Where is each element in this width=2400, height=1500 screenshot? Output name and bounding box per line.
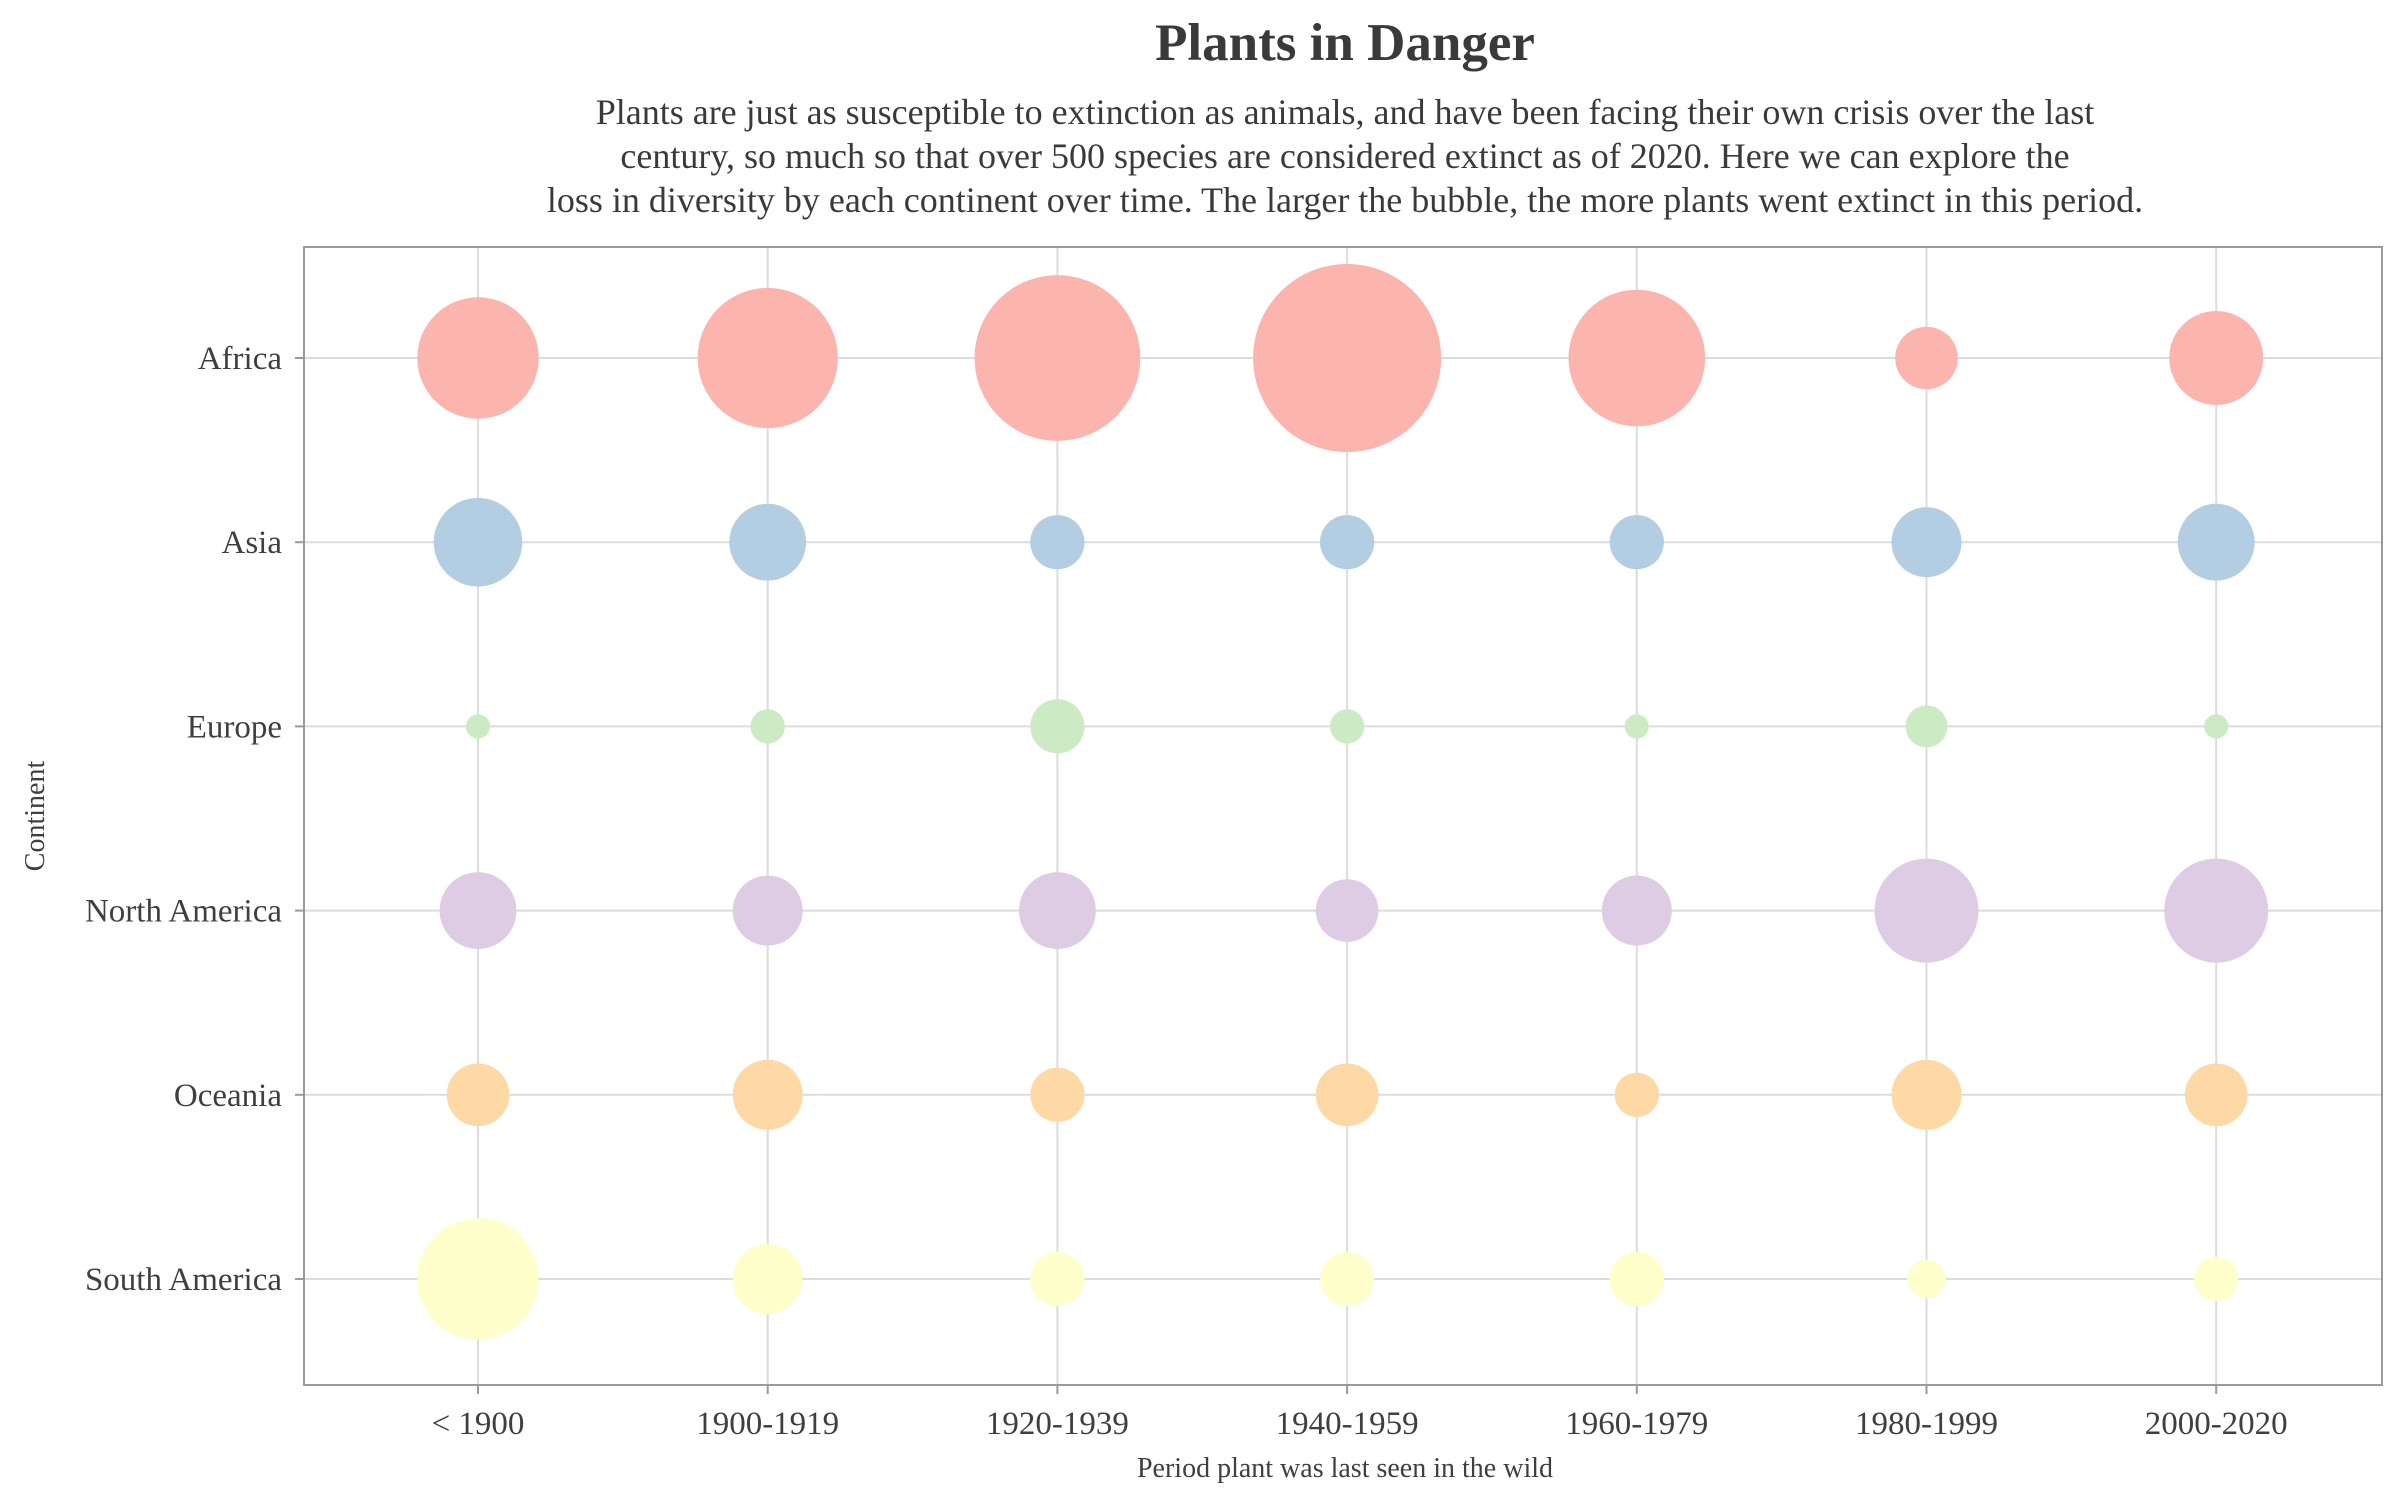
y-tick-label-south-america: South America (85, 1262, 282, 1298)
bubble-oceania-1980-1999 (1891, 1059, 1962, 1130)
bubble-africa-lt-1900 (417, 297, 539, 419)
bubble-south-america-1960-1979 (1609, 1251, 1664, 1307)
bubble-africa-1980-1999 (1895, 326, 1958, 390)
bubble-oceania-1940-1959 (1315, 1063, 1379, 1127)
bubble-asia-1920-1939 (1030, 515, 1085, 570)
bubbles (417, 264, 2269, 1340)
bubble-africa-1920-1939 (974, 275, 1141, 441)
bubble-europe-1920-1939 (1030, 699, 1085, 754)
bubble-south-america-1900-1919 (732, 1244, 803, 1314)
bubble-oceania-1900-1919 (732, 1059, 803, 1130)
bubble-south-america-2000-2020 (2194, 1256, 2239, 1302)
bubble-north-america-lt-1900 (439, 872, 517, 949)
bubble-north-america-2000-2020 (2164, 858, 2269, 963)
y-tick-label-europe: Europe (187, 709, 282, 745)
bubble-europe-1980-1999 (1905, 705, 1948, 748)
bubble-europe-1900-1919 (750, 709, 785, 744)
x-tick-label-1960-1979: 1960-1979 (1565, 1406, 1708, 1442)
bubble-south-america-1980-1999 (1907, 1259, 1946, 1299)
bubble-south-america-1940-1959 (1320, 1251, 1375, 1307)
y-tick-label-africa: Africa (198, 341, 283, 377)
bubble-south-america-1920-1939 (1030, 1251, 1085, 1307)
x-tick-label-1980-1999: 1980-1999 (1855, 1406, 1998, 1442)
bubble-oceania-2000-2020 (2184, 1063, 2248, 1127)
bubble-north-america-1900-1919 (732, 875, 803, 946)
plot-panel-border (303, 246, 2383, 1386)
bubble-europe-1960-1979 (1624, 714, 1649, 739)
bubble-asia-1960-1979 (1609, 515, 1664, 570)
bubble-africa-1940-1959 (1253, 264, 1442, 452)
bubble-oceania-1960-1979 (1614, 1072, 1660, 1118)
bubble-asia-lt-1900 (433, 497, 523, 587)
bubble-asia-1940-1959 (1320, 515, 1375, 570)
bubble-europe-lt-1900 (465, 714, 491, 739)
chart-subtitle-line-3: loss in diversity by each continent over… (547, 180, 2143, 220)
bubble-asia-1980-1999 (1891, 507, 1962, 578)
bubble-north-america-1980-1999 (1874, 858, 1979, 963)
y-tick-label-oceania: Oceania (174, 1078, 282, 1114)
y-axis-ticks: Africa Asia Europe North America Oceania Sout… (85, 341, 304, 1298)
x-tick-label-2000-2020: 2000-2020 (2145, 1406, 2288, 1442)
x-axis-title: Period plant was last seen in the wild (1137, 1453, 1553, 1484)
x-axis-ticks: < 1900 1900-1919 1920-1939 1940-1959 1960-19… (432, 1385, 2288, 1442)
x-tick-label-lt-1900: < 1900 (432, 1406, 525, 1442)
bubble-africa-1960-1979 (1568, 289, 1706, 427)
x-tick-label-1900-1919: 1900-1919 (696, 1406, 839, 1442)
bubble-africa-1900-1919 (697, 287, 838, 429)
bubble-north-america-1920-1939 (1019, 872, 1096, 949)
bubble-south-america-lt-1900 (417, 1218, 539, 1340)
chart-subtitle-line-2: century, so much so that over 500 specie… (620, 136, 2069, 176)
bubble-north-america-1940-1959 (1315, 879, 1379, 942)
bubble-north-america-1960-1979 (1601, 875, 1672, 946)
x-tick-label-1940-1959: 1940-1959 (1276, 1406, 1419, 1442)
bubble-oceania-lt-1900 (446, 1063, 510, 1127)
chart-subtitle-line-1: Plants are just as susceptible to extinc… (596, 92, 2095, 132)
bubble-europe-2000-2020 (2204, 714, 2229, 739)
y-tick-label-asia: Asia (222, 525, 283, 561)
bubble-asia-2000-2020 (2177, 503, 2255, 581)
bubble-europe-1940-1959 (1329, 709, 1365, 744)
bubble-asia-1900-1919 (729, 503, 807, 581)
y-axis-title: Continent (20, 761, 51, 872)
chart-title: Plants in Danger (1155, 14, 1535, 72)
y-tick-label-north-america: North America (85, 894, 282, 930)
x-tick-label-1920-1939: 1920-1939 (986, 1406, 1129, 1442)
bubble-africa-2000-2020 (2169, 311, 2264, 405)
bubble-oceania-1920-1939 (1030, 1067, 1085, 1122)
